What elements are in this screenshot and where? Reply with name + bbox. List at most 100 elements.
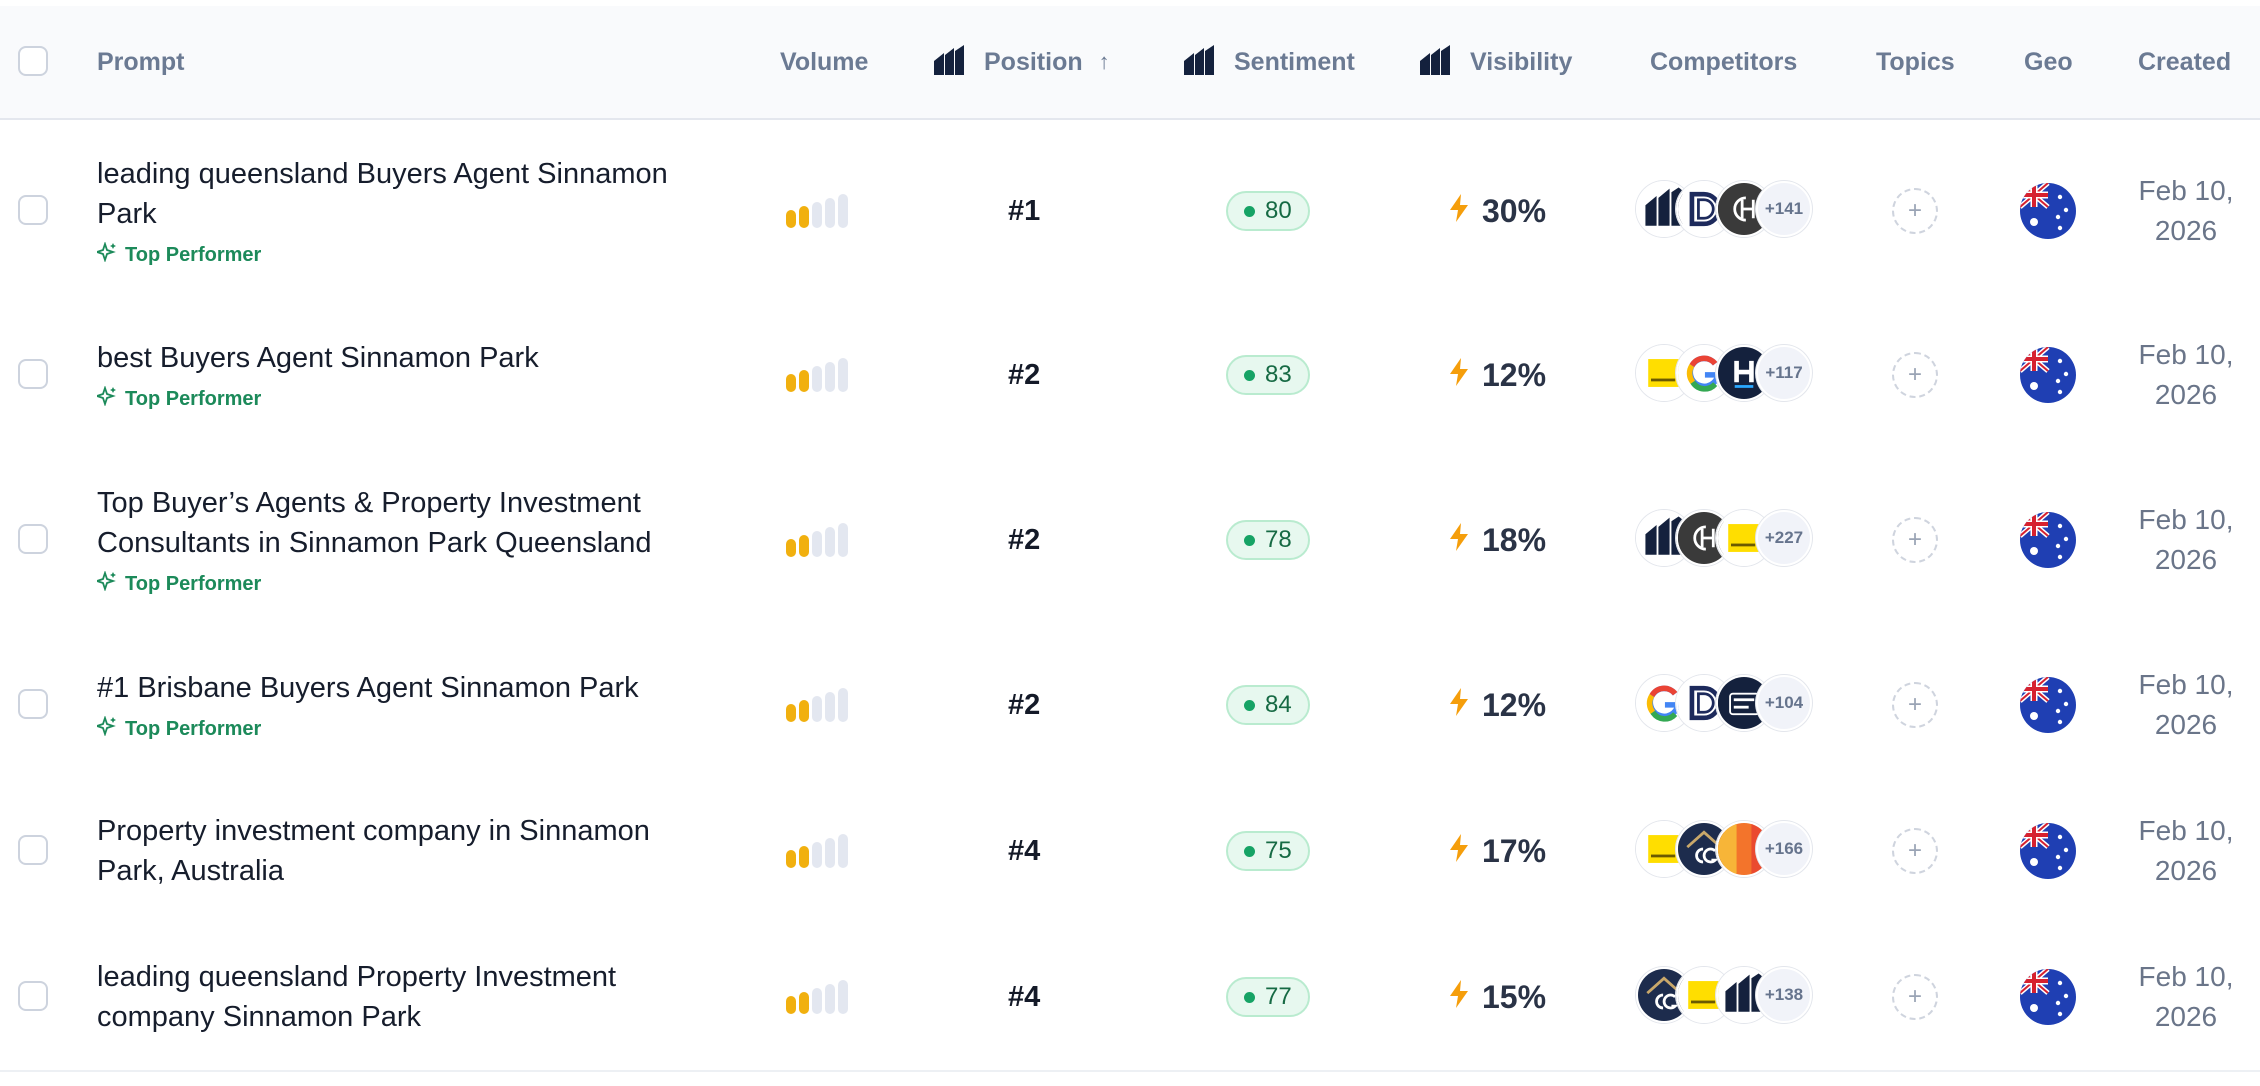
competitors-cell[interactable]: +141 [1636,120,1826,302]
position-cell: #1 [1008,120,1040,302]
prompt-text[interactable]: Property investment company in Sinnamon P… [97,811,717,891]
volume-bar [838,980,848,1014]
row-checkbox[interactable] [18,359,48,389]
australia-flag-icon [2020,823,2076,879]
sentiment-pill: 78 [1226,520,1310,560]
prompt-column-header[interactable]: Prompt [97,6,185,118]
sentiment-cell: 84 [1226,632,1310,778]
created-cell: Feb 10, 2026 [2116,302,2256,448]
prompt-cell[interactable]: leading queensland Property Investment co… [97,924,717,1070]
position-cell: #4 [1008,778,1040,924]
volume-bar [838,194,848,228]
bolt-icon [1448,979,1482,1016]
prompt-text[interactable]: #1 Brisbane Buyers Agent Sinnamon Park [97,668,717,708]
geo-column-header[interactable]: Geo [2024,6,2073,118]
row-checkbox[interactable] [18,195,48,225]
prompt-text[interactable]: best Buyers Agent Sinnamon Park [97,338,717,378]
competitor-avatars[interactable]: +117 [1636,345,1826,405]
created-date-line: Feb 10, [2138,339,2234,370]
prompt-line: Consultants in Sinnamon Park Queensland [97,527,652,559]
table-row[interactable]: Property investment company in Sinnamon P… [0,778,2260,926]
prompt-text[interactable]: leading queensland Buyers Agent Sinnamon… [97,154,717,234]
competitors-more-count[interactable]: +166 [1756,821,1812,877]
volume-bar [799,992,809,1014]
arrow-up-icon[interactable]: ↑ [1098,49,1110,74]
row-checkbox[interactable] [18,835,48,865]
visibility-value: 12% [1482,686,1547,723]
competitors-more-count[interactable]: +141 [1756,181,1812,237]
visibility-value: 18% [1482,521,1547,558]
visibility-cell: 12% [1448,302,1546,448]
row-checkbox[interactable] [18,981,48,1011]
add-topic-button[interactable]: + [1892,517,1938,563]
created-date-line: 2026 [2154,544,2218,575]
sentiment-column-header[interactable]: Sentiment [1182,6,1355,118]
prompt-text[interactable]: leading queensland Property Investment co… [97,957,717,1037]
competitors-more-count[interactable]: +138 [1756,967,1812,1023]
volume-bar [799,535,809,557]
add-topic-button[interactable]: + [1892,682,1938,728]
add-topic-button[interactable]: + [1892,188,1938,234]
created-date-line: 2026 [2154,379,2218,410]
competitors-more-count[interactable]: +104 [1756,675,1812,731]
topics-cell: + [1892,778,1938,924]
volume-bar [838,834,848,868]
select-all-checkbox[interactable] [18,46,48,76]
competitor-avatars[interactable]: +227 [1636,510,1826,570]
visibility-cell: 18% [1448,448,1546,632]
competitor-avatars[interactable]: +141 [1636,181,1826,241]
table-row[interactable]: #1 Brisbane Buyers Agent Sinnamon Park To… [0,632,2260,780]
competitors-cell[interactable]: +104 [1636,632,1826,778]
visibility-value: 15% [1482,978,1547,1015]
volume-column-header[interactable]: Volume [780,6,868,118]
topics-cell: + [1892,302,1938,448]
topics-column-header[interactable]: Topics [1876,6,1955,118]
competitor-avatars[interactable]: +166 [1636,821,1826,881]
visibility-column-header[interactable]: Visibility [1418,6,1572,118]
competitors-cell[interactable]: +138 [1636,924,1826,1070]
visibility-indicator: 15% [1448,979,1546,1016]
sentiment-value: 78 [1265,526,1292,553]
competitors-cell[interactable]: +117 [1636,302,1826,448]
volume-bar [812,531,822,557]
add-topic-button[interactable]: + [1892,974,1938,1020]
position-column-header[interactable]: Position ↑ [932,6,1110,118]
table-row[interactable]: leading queensland Property Investment co… [0,924,2260,1072]
prompt-cell[interactable]: Property investment company in Sinnamon P… [97,778,717,924]
created-date-line: Feb 10, [2138,669,2234,700]
volume-bar [812,202,822,228]
created-column-header[interactable]: Created [2138,6,2231,118]
row-checkbox[interactable] [18,689,48,719]
add-topic-button[interactable]: + [1892,828,1938,874]
competitors-column-header[interactable]: Competitors [1650,6,1797,118]
table-row[interactable]: best Buyers Agent Sinnamon Park Top Perfo… [0,302,2260,450]
prompt-cell[interactable]: Top Buyer’s Agents & Property Investment… [94,448,717,632]
sentiment-cell: 78 [1226,448,1310,632]
prompt-cell[interactable]: #1 Brisbane Buyers Agent Sinnamon Park To… [94,632,717,778]
created-cell: Feb 10, 2026 [2116,632,2256,778]
volume-bar [825,198,835,228]
sentiment-pill: 83 [1226,355,1310,395]
competitors-cell[interactable]: +227 [1636,448,1826,632]
bolt-icon [1448,357,1482,394]
row-checkbox[interactable] [18,524,48,554]
created-date: Feb 10, 2026 [2116,335,2256,415]
volume-bar [825,527,835,557]
position-cell: #2 [1008,302,1040,448]
volume-bar [838,358,848,392]
competitors-more-count[interactable]: +227 [1756,510,1812,566]
competitors-cell[interactable]: +166 [1636,778,1826,924]
prompt-cell[interactable]: best Buyers Agent Sinnamon Park Top Perfo… [94,302,717,448]
prompt-header-label: Prompt [97,47,185,76]
competitor-avatars[interactable]: +138 [1636,967,1826,1027]
competitors-more-count[interactable]: +117 [1756,345,1812,401]
competitor-avatars[interactable]: +104 [1636,675,1826,735]
created-date-line: 2026 [2154,709,2218,740]
australia-flag-icon [2020,677,2076,733]
table-row[interactable]: Top Buyer’s Agents & Property Investment… [0,448,2260,634]
sparkle-icon [94,570,125,597]
prompt-cell[interactable]: leading queensland Buyers Agent Sinnamon… [94,120,717,302]
table-row[interactable]: leading queensland Buyers Agent Sinnamon… [0,120,2260,304]
prompt-text[interactable]: Top Buyer’s Agents & Property Investment… [97,483,717,563]
add-topic-button[interactable]: + [1892,352,1938,398]
